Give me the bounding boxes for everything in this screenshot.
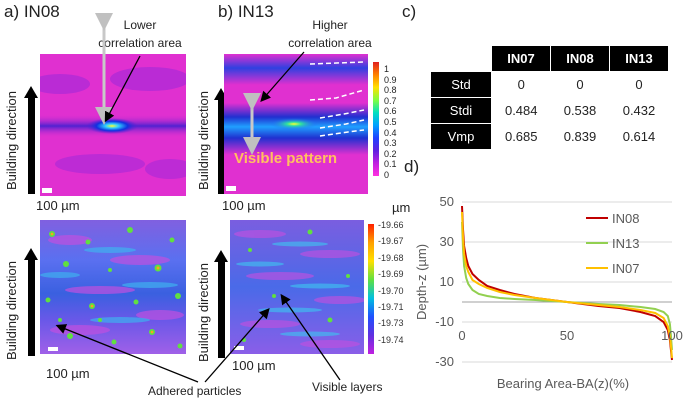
table-row-label: Stdi [430, 97, 492, 124]
x-tick-label: 100 [661, 328, 683, 343]
panel-d-label: d) [404, 157, 420, 176]
adhered-particles-label: Adhered particles [148, 384, 242, 398]
scale-bar-a-bottom: 100 µm [46, 366, 90, 381]
panel-b-label: b) IN13 [218, 2, 274, 21]
y-tick-label: -10 [435, 314, 454, 329]
panel-c-label: c) [402, 2, 417, 21]
y-tick-label: 50 [440, 194, 454, 209]
table-row-label: Std [430, 71, 492, 98]
table-row-label: Vmp [430, 123, 492, 150]
correlation-tick: 0.3 [384, 138, 397, 149]
table-col-in08: IN08 [550, 45, 610, 72]
table-col-in07: IN07 [491, 45, 551, 72]
correlation-tick: 0.5 [384, 117, 397, 127]
table-cell: 0 [491, 71, 551, 98]
height-tick: -19.73 [378, 318, 404, 329]
y-tick-label: 10 [440, 274, 454, 289]
correlation-tick: 0.6 [384, 106, 397, 117]
correlation-map-in08 [40, 54, 186, 196]
height-colorbar-unit: µm [392, 200, 411, 215]
table-row: Std 0 0 0 [430, 71, 669, 98]
bearing-area-chart: -30 -10 10 30 50 0 50 100 Depth-z (µm) Bearing Ar… [414, 194, 683, 391]
height-tick: -19.68 [378, 252, 404, 263]
visible-layers-label: Visible layers [312, 380, 383, 394]
x-tick-label: 0 [458, 328, 465, 343]
height-colorbar [368, 224, 374, 354]
table-cell: 0.538 [550, 97, 610, 124]
correlation-tick: 0.1 [384, 159, 397, 170]
lower-correlation-label: Lower correlation area [98, 18, 182, 50]
series-line-in07 [461, 211, 673, 359]
table-cell: 0.839 [550, 123, 610, 150]
scale-bar-b-top: 100 µm [222, 198, 266, 213]
x-axis-label: Bearing Area-BA(z)(%) [497, 376, 629, 391]
table-col-in13: IN13 [609, 45, 669, 72]
correlation-tick: 0.4 [384, 127, 397, 138]
height-tick: -19.69 [378, 269, 404, 280]
height-map-in13 [230, 220, 364, 354]
y-tick-label: 30 [440, 234, 454, 249]
table-cell: 0.484 [491, 97, 551, 124]
legend-label-in13: IN13 [612, 236, 639, 251]
table-cell: 0.685 [491, 123, 551, 150]
legend-label-in08: IN08 [612, 211, 639, 226]
roughness-table: IN07 IN08 IN13 Std 0 0 0 Stdi 0.484 0.53… [430, 45, 669, 150]
correlation-tick: 0.9 [384, 74, 397, 85]
table-row: Vmp 0.685 0.839 0.614 [430, 123, 669, 150]
height-tick: -19.67 [378, 236, 404, 247]
x-tick-label: 50 [560, 328, 574, 343]
legend-label-in07: IN07 [612, 261, 639, 276]
table-row: Stdi 0.484 0.538 0.432 [430, 97, 669, 124]
height-tick: -19.70 [378, 285, 404, 296]
table-corner [430, 45, 492, 72]
correlation-tick: 1 [384, 64, 390, 74]
table-header-row: IN07 IN08 IN13 [430, 45, 669, 72]
height-tick: -19.71 [378, 302, 404, 312]
correlation-tick: 0.2 [384, 148, 397, 159]
height-tick: -19.66 [378, 220, 404, 230]
higher-correlation-label: Higher correlation area [288, 18, 372, 50]
table-cell: 0 [609, 71, 669, 98]
panel-a-label: a) IN08 [4, 2, 60, 21]
height-tick: -19.74 [378, 334, 404, 345]
table-cell: 0.432 [609, 97, 669, 124]
scale-bar-a-top: 100 µm [36, 198, 80, 213]
table-cell: 0 [550, 71, 610, 98]
table-cell: 0.614 [609, 123, 669, 150]
y-tick-label: -30 [435, 354, 454, 369]
correlation-tick: 0.7 [384, 95, 397, 106]
correlation-tick: 0 [384, 170, 390, 180]
scale-bar-b-bottom: 100 µm [232, 358, 276, 373]
correlation-tick: 0.8 [384, 85, 397, 96]
correlation-colorbar [373, 62, 379, 176]
series-line-in13 [461, 221, 673, 351]
y-axis-label: Depth-z (µm) [414, 244, 429, 320]
